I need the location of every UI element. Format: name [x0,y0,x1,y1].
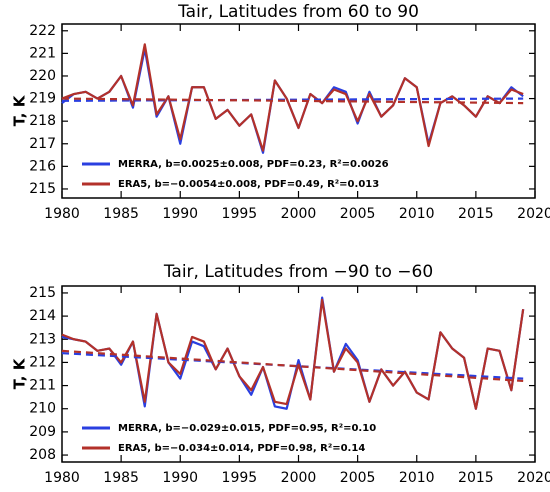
y-tick-label: 216 [29,158,56,174]
plot-frame [61,285,536,463]
legend-label: ERA5, b=−0.034±0.014, PDF=0.98, R²=0.14 [118,443,365,454]
legend-label: MERRA, b=−0.029±0.015, PDF=0.95, R²=0.10 [118,423,376,434]
legend-label: ERA5, b=−0.0054±0.008, PDF=0.49, R²=0.01… [118,179,379,190]
legend-label: MERRA, b=0.0025±0.008, PDF=0.23, R²=0.00… [118,159,389,170]
y-tick-label: 218 [29,113,56,129]
x-tick-label: 2005 [340,470,376,486]
x-tick-label: 2020 [517,470,550,486]
trend-line [61,97,524,102]
y-axis-label: T, K [11,94,29,126]
x-tick-label: 2000 [281,470,317,486]
y-tick-label: 210 [29,401,56,417]
trend-line [61,349,524,383]
y-tick-label: 211 [29,378,56,394]
chart-title: Tair, Latitudes from 60 to 90 [177,2,419,22]
y-tick-label: 209 [29,424,56,440]
x-tick-label: 1995 [222,206,258,222]
chart-title: Tair, Latitudes from −90 to −60 [163,262,433,282]
x-tick-label: 2015 [458,470,494,486]
y-axis-label: T, K [11,357,29,389]
y-tick-label: 215 [29,285,56,301]
y-tick-label: 215 [29,181,56,197]
plot-frame [61,23,536,199]
y-tick-label: 217 [29,136,56,152]
x-tick-label: 2020 [517,206,550,222]
series-line [61,43,524,152]
x-tick-label: 1990 [162,206,198,222]
series-line [61,298,525,410]
y-tick-label: 212 [29,354,56,370]
y-tick-label: 208 [29,447,56,463]
x-tick-label: 2000 [281,206,317,222]
series-line [61,296,525,410]
y-tick-label: 213 [29,331,56,347]
y-tick-label: 214 [29,308,56,324]
y-tick-label: 220 [29,68,56,84]
y-tick-label: 222 [29,23,56,39]
y-tick-label: 219 [29,91,56,107]
x-tick-label: 1990 [162,470,198,486]
x-tick-label: 2015 [458,206,494,222]
x-tick-label: 2005 [340,206,376,222]
x-tick-label: 1980 [44,470,80,486]
y-tick-label: 221 [29,45,56,61]
x-tick-label: 1985 [103,470,139,486]
trend-line [61,97,524,105]
x-tick-label: 1995 [222,470,258,486]
x-tick-label: 1980 [44,206,80,222]
x-tick-label: 2010 [399,470,435,486]
x-tick-label: 2010 [399,206,435,222]
x-tick-label: 1985 [103,206,139,222]
